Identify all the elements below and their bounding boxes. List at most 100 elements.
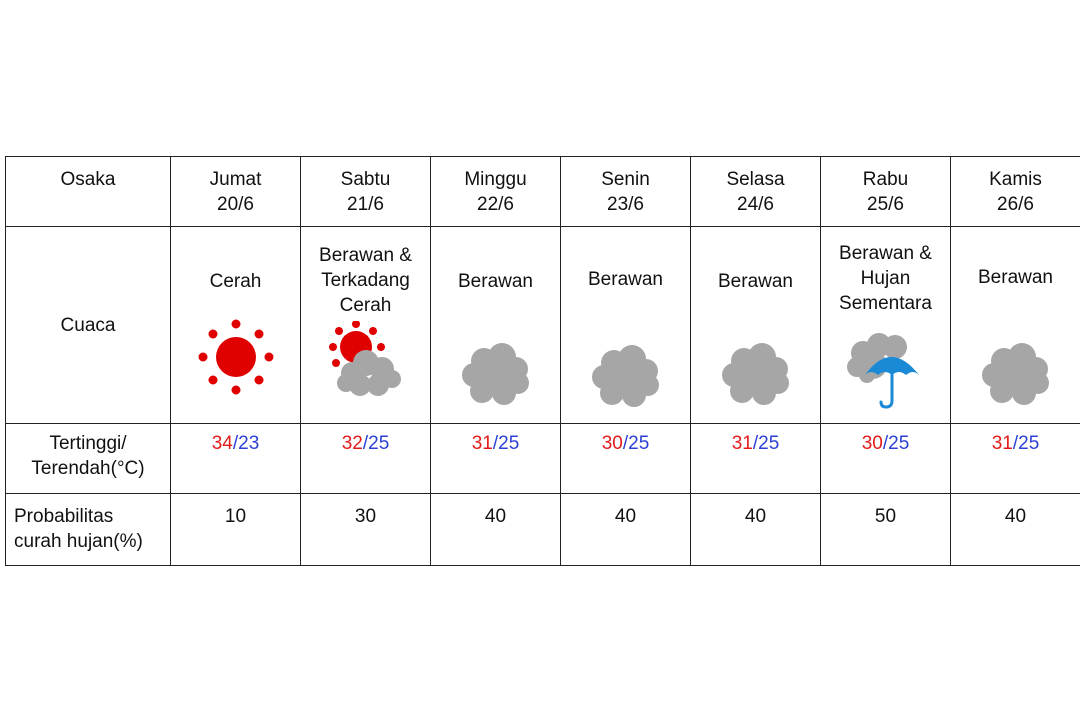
condition-text: Berawan & Hujan Sementara [821, 241, 950, 316]
day-header: Rabu 25/6 [820, 156, 951, 227]
condition-row: Cuaca Cerah [5, 226, 1080, 424]
day-name: Kamis [989, 169, 1042, 190]
day-date: 26/6 [997, 194, 1034, 215]
label-line: Tertinggi/ [49, 433, 127, 454]
high-temp: 31 [731, 433, 753, 454]
low-temp: 25 [1018, 433, 1040, 454]
high-temp: 32 [341, 433, 363, 454]
cloud-icon [721, 343, 789, 405]
condition-line: Berawan [588, 269, 663, 290]
day-name: Rabu [862, 169, 909, 190]
temperature-cell: 31/25 [430, 423, 561, 494]
label-line: Terendah(°C) [31, 458, 145, 479]
day-date: 23/6 [607, 194, 644, 215]
high-temp: 30 [861, 433, 883, 454]
high-temp: 34 [211, 433, 233, 454]
condition-cell: Cerah [170, 226, 301, 424]
rain-probability-cell: 40 [430, 493, 561, 566]
rain-probability-cell: 50 [820, 493, 951, 566]
condition-line: Berawan & [319, 245, 412, 266]
day-date: 21/6 [347, 194, 384, 215]
condition-line: Berawan [978, 267, 1053, 288]
condition-line: Berawan & [839, 243, 932, 264]
weather-forecast-table: Osaka Jumat 20/6 Sabtu 21/6 Minggu 22/6 Sen… [5, 156, 1080, 566]
low-temp: 25 [368, 433, 390, 454]
rain-probability-cell: 40 [560, 493, 691, 566]
rain-probability-label: Probabilitas curah hujan(%) [5, 493, 171, 566]
temp-separator: / [492, 433, 499, 454]
label-line: curah hujan(%) [14, 531, 143, 552]
temperature-cell: 32/25 [300, 423, 431, 494]
condition-cell: Berawan [560, 226, 691, 424]
condition-text: Berawan [951, 265, 1080, 290]
rain-probability-cell: 40 [950, 493, 1080, 566]
condition-line: Berawan [718, 271, 793, 292]
temperature-cell: 31/25 [950, 423, 1080, 494]
condition-label: Cuaca [5, 226, 171, 424]
day-name: Jumat [209, 169, 262, 190]
condition-cell: Berawan [430, 226, 561, 424]
temp-separator: / [622, 433, 629, 454]
low-temp: 25 [498, 433, 520, 454]
condition-line: Sementara [839, 293, 932, 314]
day-date: 22/6 [477, 194, 514, 215]
temp-separator: / [232, 433, 239, 454]
temperature-label: Tertinggi/Terendah(°C) [5, 423, 171, 494]
high-temp: 30 [601, 433, 623, 454]
temp-separator: / [882, 433, 889, 454]
condition-cell: Berawan & Terkadang Cerah [300, 226, 431, 424]
condition-text: Berawan [691, 269, 820, 294]
temperature-cell: 30/25 [820, 423, 951, 494]
temperature-cell: 34/23 [170, 423, 301, 494]
temp-separator: / [1012, 433, 1019, 454]
condition-cell: Berawan & Hujan Sementara [820, 226, 951, 424]
cloud-icon [981, 343, 1049, 405]
label-line: Probabilitas [14, 506, 114, 527]
condition-line: Terkadang [321, 270, 410, 291]
rain-probability-cell: 30 [300, 493, 431, 566]
cloud-sun-icon [328, 321, 401, 396]
day-header: Selasa 24/6 [690, 156, 821, 227]
day-name: Sabtu [340, 169, 391, 190]
low-temp: 25 [758, 433, 780, 454]
day-header: Jumat 20/6 [170, 156, 301, 227]
condition-text: Cerah [171, 269, 300, 294]
day-header: Minggu 22/6 [430, 156, 561, 227]
city-name: Osaka [5, 156, 171, 227]
high-temp: 31 [471, 433, 493, 454]
condition-line: Hujan [860, 268, 911, 289]
cloud-umbrella-icon [846, 333, 919, 409]
condition-cell: Berawan [950, 226, 1080, 424]
header-row: Osaka Jumat 20/6 Sabtu 21/6 Minggu 22/6 Sen… [5, 156, 1080, 227]
day-name: Selasa [726, 169, 785, 190]
low-temp: 23 [238, 433, 260, 454]
condition-line: Cerah [339, 295, 392, 316]
rain-probability-cell: 40 [690, 493, 821, 566]
day-name: Minggu [464, 169, 527, 190]
condition-text: Berawan & Terkadang Cerah [301, 243, 430, 318]
condition-text: Berawan [561, 267, 690, 292]
temperature-cell: 31/25 [690, 423, 821, 494]
day-date: 20/6 [217, 194, 254, 215]
condition-cell: Berawan [690, 226, 821, 424]
day-date: 24/6 [737, 194, 774, 215]
rain-probability-row: Probabilitas curah hujan(%) 10 30 40 40 4… [5, 493, 1080, 566]
cloud-icon [591, 345, 659, 407]
temp-separator: / [752, 433, 759, 454]
day-header: Senin 23/6 [560, 156, 691, 227]
day-header: Sabtu 21/6 [300, 156, 431, 227]
sun-icon [198, 319, 273, 395]
day-date: 25/6 [867, 194, 904, 215]
rain-probability-cell: 10 [170, 493, 301, 566]
low-temp: 25 [628, 433, 650, 454]
condition-line: Cerah [209, 271, 262, 292]
day-name: Senin [601, 169, 650, 190]
temperature-row: Tertinggi/Terendah(°C) 34/23 32/25 31/25… [5, 423, 1080, 494]
temp-separator: / [362, 433, 369, 454]
condition-text: Berawan [431, 269, 560, 294]
high-temp: 31 [991, 433, 1013, 454]
temperature-cell: 30/25 [560, 423, 691, 494]
day-header: Kamis 26/6 [950, 156, 1080, 227]
low-temp: 25 [888, 433, 910, 454]
condition-line: Berawan [458, 271, 533, 292]
